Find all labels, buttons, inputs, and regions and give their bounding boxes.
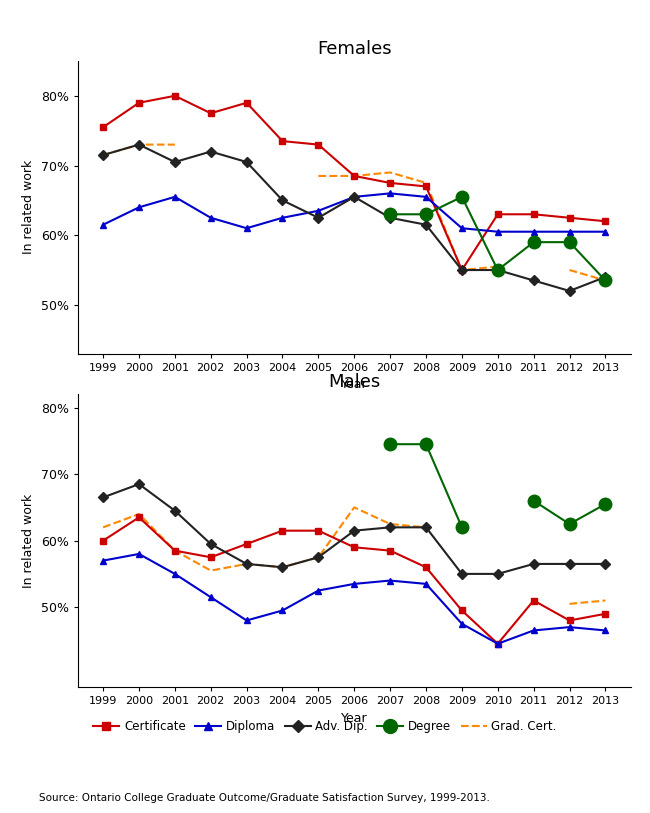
Y-axis label: In related work: In related work bbox=[22, 493, 35, 588]
X-axis label: Year: Year bbox=[341, 711, 367, 724]
Text: Source: Ontario College Graduate Outcome/Graduate Satisfaction Survey, 1999-2013: Source: Ontario College Graduate Outcome… bbox=[39, 793, 490, 803]
X-axis label: Year: Year bbox=[341, 378, 367, 391]
Title: Females: Females bbox=[317, 40, 391, 58]
Title: Males: Males bbox=[328, 373, 380, 391]
Legend: Certificate, Diploma, Adv. Dip., Degree, Grad. Cert.: Certificate, Diploma, Adv. Dip., Degree,… bbox=[88, 715, 562, 738]
Y-axis label: In related work: In related work bbox=[22, 160, 35, 254]
